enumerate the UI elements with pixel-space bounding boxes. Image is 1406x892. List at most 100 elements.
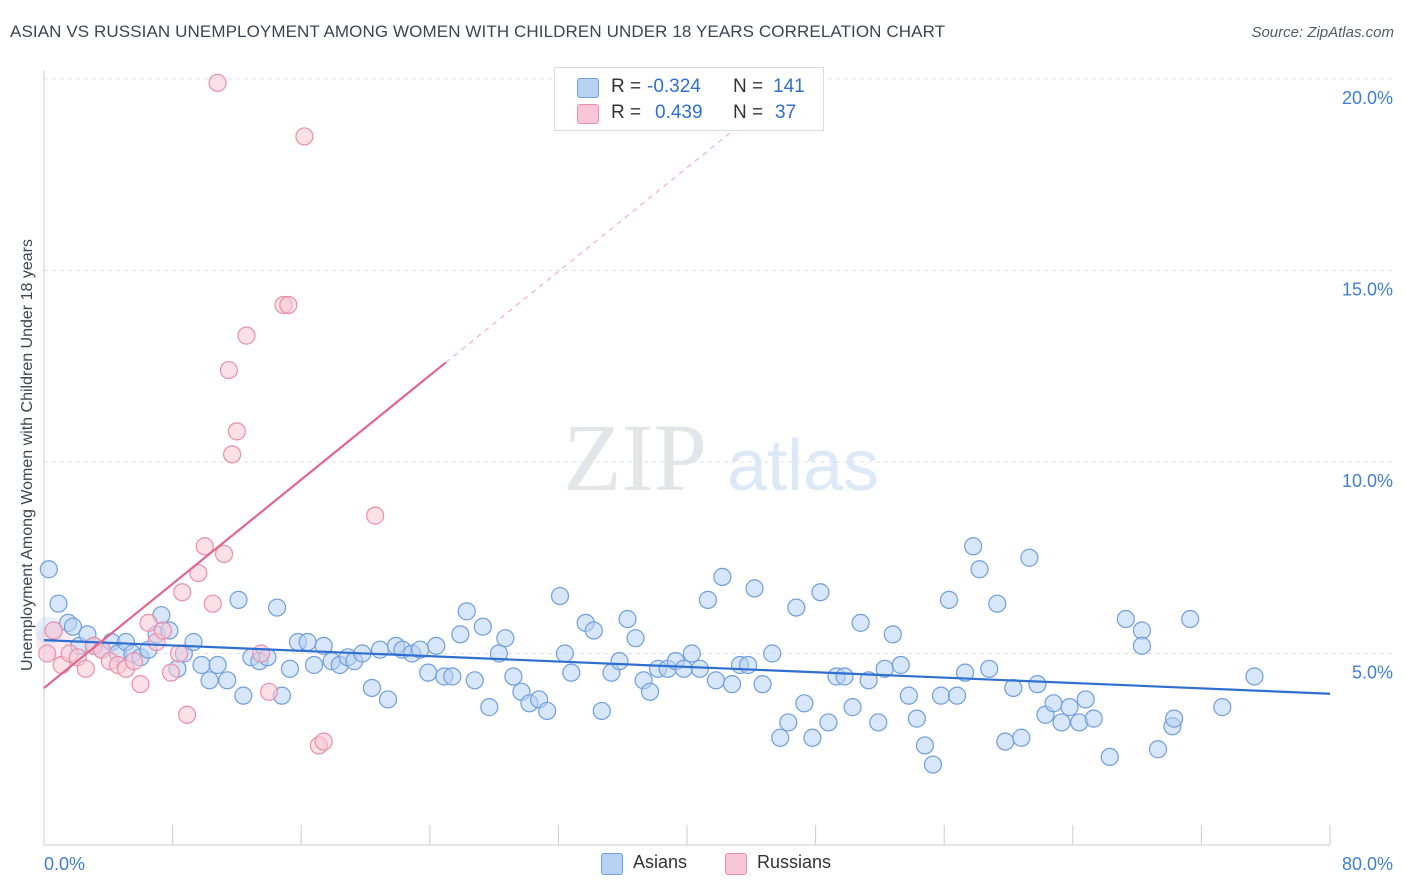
asian-point [779, 713, 798, 732]
n-value: 141 [773, 76, 805, 97]
asian-point [1132, 636, 1152, 655]
russian-point [295, 127, 314, 146]
asian-point [451, 625, 470, 644]
asian-point [1245, 667, 1264, 686]
asian-point [955, 663, 975, 682]
asian-point [795, 694, 814, 713]
russian-point [38, 644, 57, 663]
asian-point [378, 690, 398, 709]
asian-point [555, 644, 574, 663]
asian-point [988, 594, 1007, 613]
asian-point [443, 667, 462, 686]
asian-point [835, 667, 854, 686]
asian-point [1020, 548, 1039, 567]
asian-point [1004, 678, 1023, 698]
asian-point [267, 598, 287, 617]
russian-point [76, 659, 95, 678]
asian-point [803, 728, 822, 747]
asian-point [738, 655, 758, 675]
asian-point [939, 590, 959, 609]
asian-point [618, 609, 637, 629]
y-tick-label: 20.0% [1342, 88, 1393, 108]
watermark-zip: ZIP [563, 404, 707, 511]
asian-point [690, 659, 709, 678]
asian-point [980, 659, 999, 678]
russians-trend-line [43, 361, 447, 689]
russians-swatch [577, 104, 599, 124]
asian-point [970, 560, 989, 579]
asian-point [63, 617, 83, 636]
asian-point [419, 663, 438, 682]
asian-point [811, 583, 830, 602]
asian-point [314, 636, 333, 655]
russian-point [227, 422, 246, 441]
asian-point [504, 667, 523, 686]
asian-point [1028, 675, 1047, 694]
asian-point [1132, 621, 1152, 640]
x-tick-label: 0.0% [44, 854, 85, 874]
asian-point [674, 659, 693, 678]
asian-point [787, 598, 806, 617]
asian-point [851, 613, 870, 632]
asian-point [1116, 609, 1135, 629]
russian-point [237, 326, 256, 345]
russian-point [214, 544, 234, 564]
r-label: R = [611, 76, 642, 97]
n-label: N = [733, 76, 764, 97]
russian-point [259, 682, 279, 701]
asian-point [427, 636, 446, 655]
asian-point [843, 698, 862, 717]
russian-point [169, 644, 189, 663]
russian-point [189, 563, 208, 583]
asian-point [496, 629, 515, 648]
asian-point [883, 625, 902, 644]
asian-point [465, 671, 484, 690]
asian-point [550, 586, 570, 606]
asian-point [996, 732, 1015, 751]
asian-point [1076, 690, 1095, 709]
russian-point [366, 506, 385, 525]
asian-point [304, 655, 324, 675]
asian-point [763, 644, 782, 663]
russian-point [177, 705, 197, 724]
asian-point [923, 755, 943, 774]
y-tick-label: 15.0% [1342, 280, 1393, 300]
russian-point [139, 613, 158, 632]
asian-point [49, 594, 68, 613]
asian-point [1060, 698, 1079, 717]
asian-point [640, 682, 660, 701]
asian-point [457, 602, 476, 621]
russian-point [161, 663, 181, 682]
axes [43, 70, 1331, 846]
asian-point [1164, 709, 1184, 728]
asian-point [1148, 740, 1168, 759]
asian-point [1052, 713, 1071, 732]
russian-point [124, 652, 144, 671]
asian-point [592, 701, 611, 721]
asians-trend-line [43, 638, 1331, 695]
y-tick-label: 5.0% [1352, 663, 1393, 683]
asian-point [200, 671, 219, 690]
asian-point [184, 632, 203, 652]
asian-point [819, 713, 838, 732]
russian-point [173, 583, 192, 602]
asian-point [947, 686, 967, 705]
asian-point [706, 671, 726, 690]
asian-point [562, 663, 581, 682]
asian-point [218, 671, 237, 690]
n-label: N = [733, 102, 764, 123]
chart-title: ASIAN VS RUSSIAN UNEMPLOYMENT AMONG WOME… [10, 22, 946, 41]
russian-point [251, 644, 271, 663]
asian-point [473, 617, 492, 636]
asian-point [771, 728, 790, 747]
asian-point [584, 621, 603, 640]
tick-labels: 5.0% 10.0% 15.0% 20.0% 0.0% 80.0% [44, 88, 1393, 874]
watermark-atlas: atlas [727, 426, 879, 506]
r-value: 0.439 [655, 102, 703, 123]
asian-point [538, 701, 557, 721]
asian-point [753, 675, 772, 694]
russian-point [279, 295, 298, 315]
russians-trend-extension [445, 128, 736, 363]
russian-point [153, 621, 173, 640]
